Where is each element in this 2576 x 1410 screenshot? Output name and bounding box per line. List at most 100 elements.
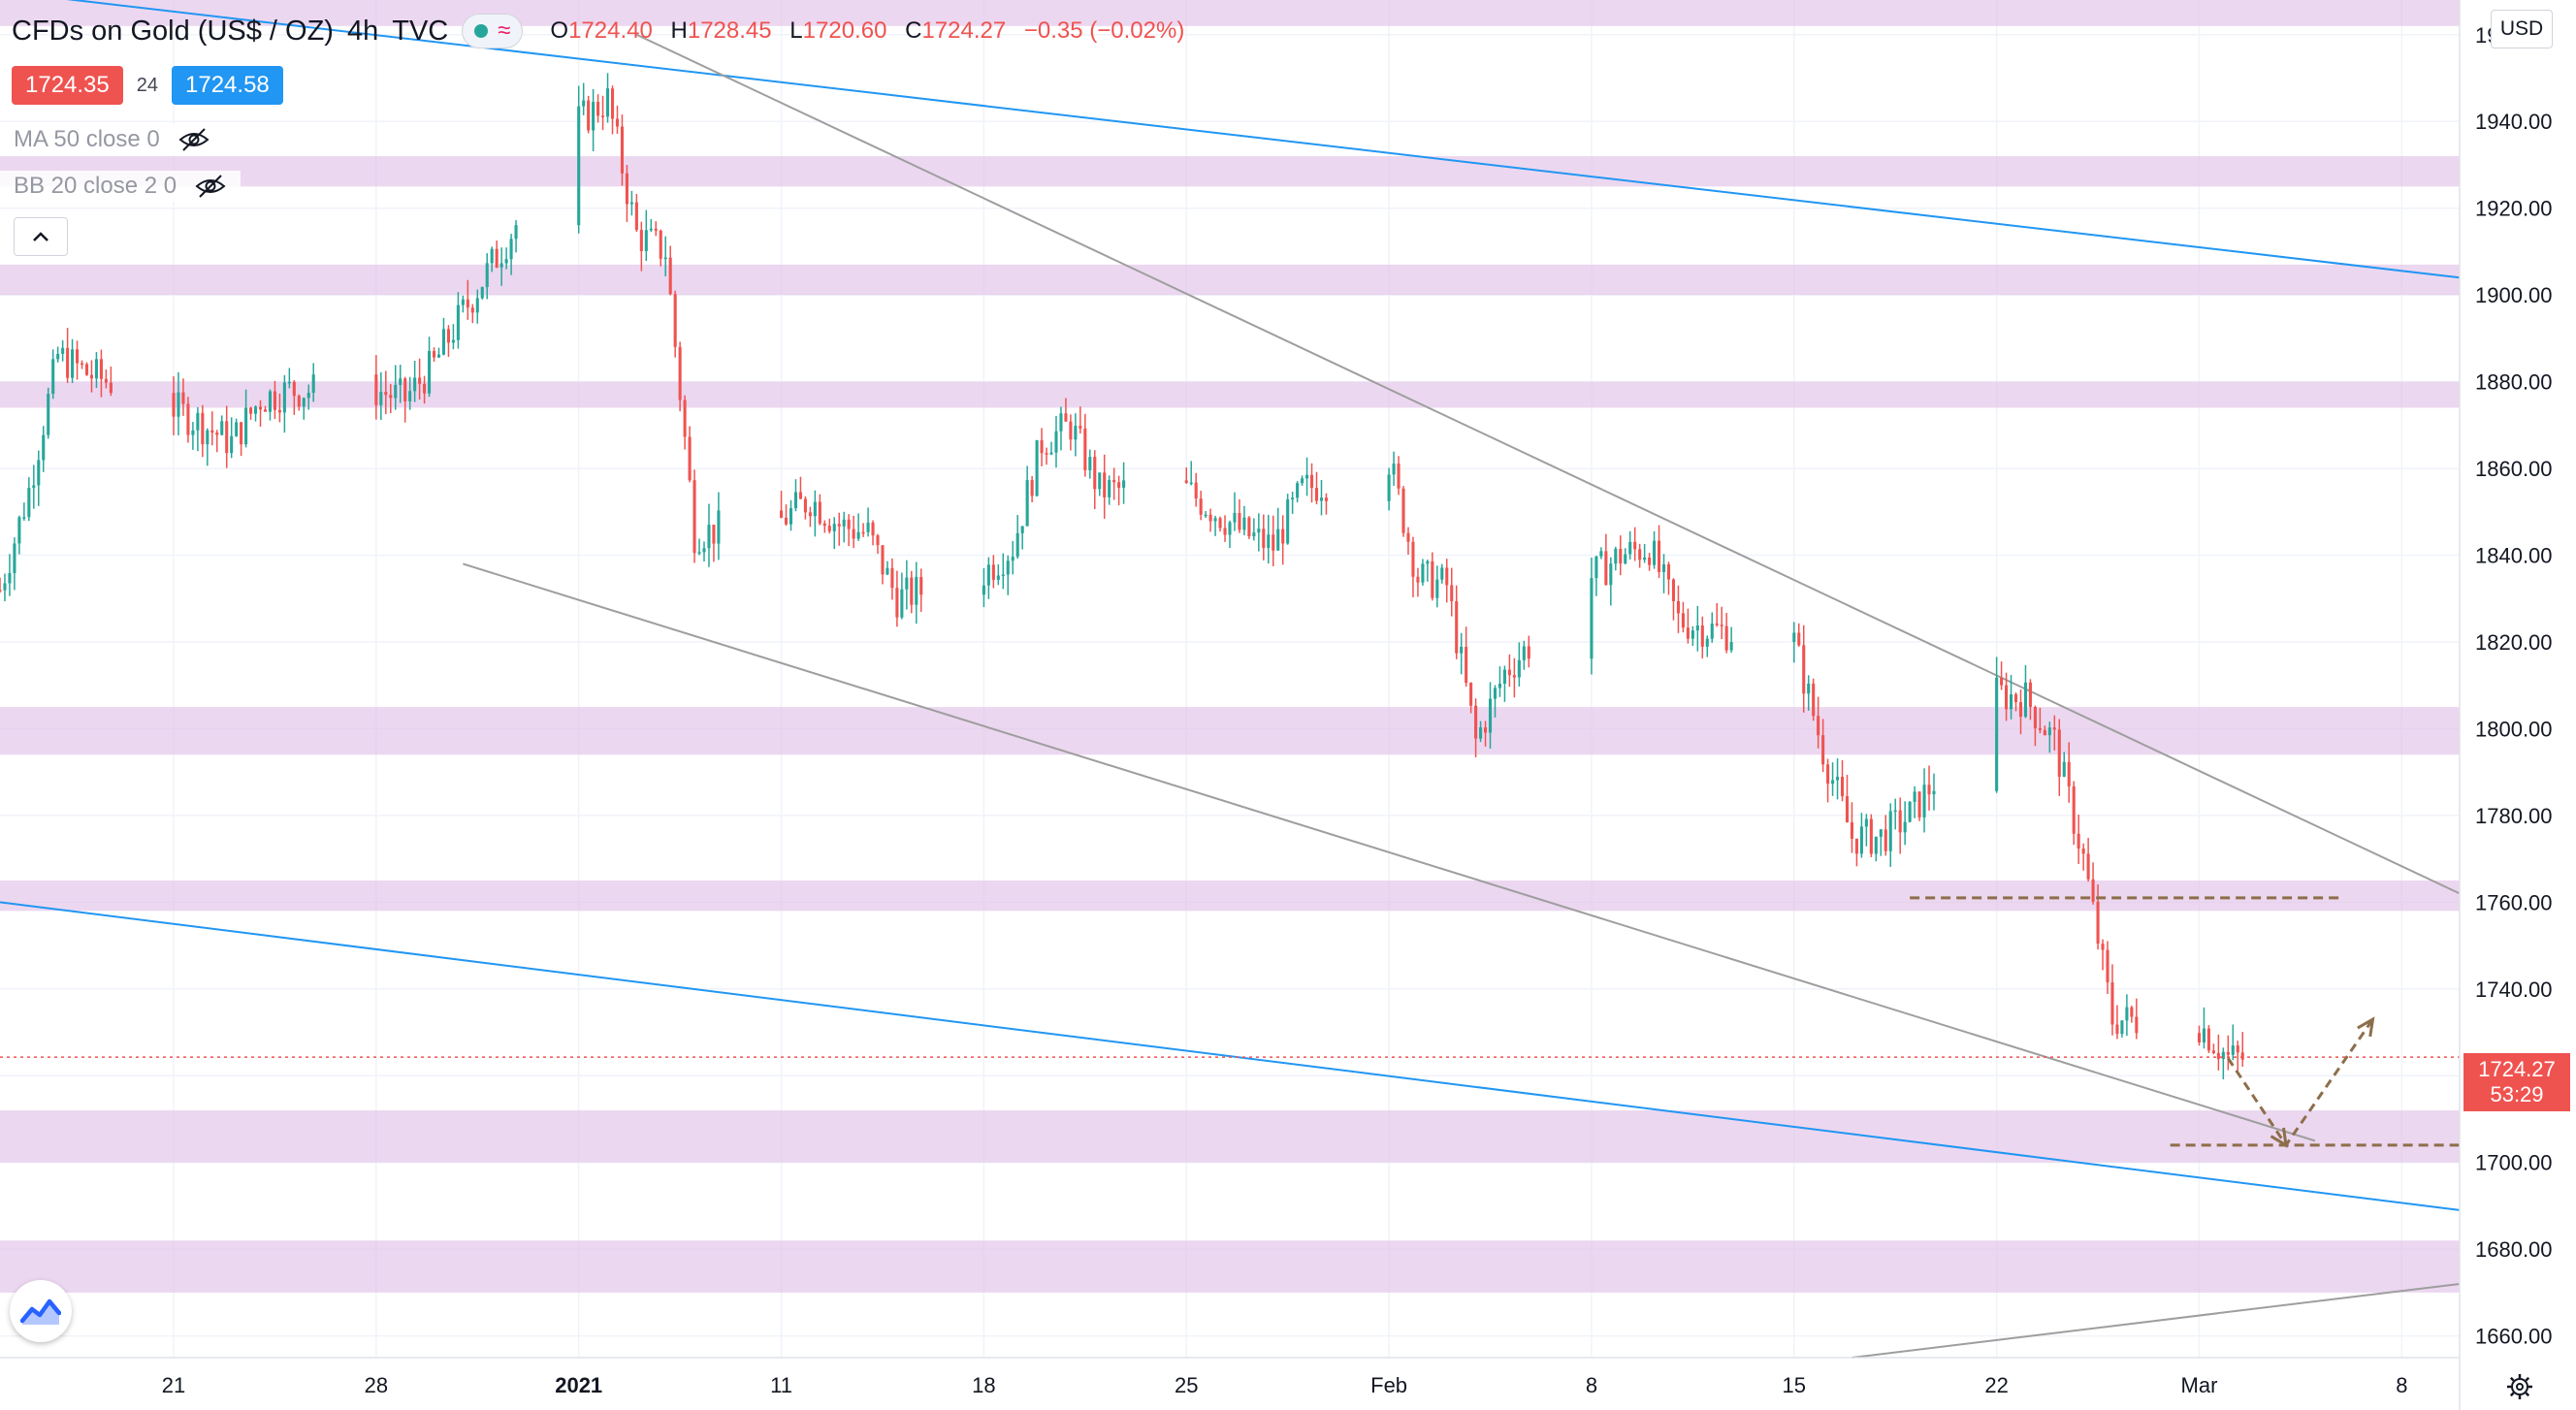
close-label: C [905, 17, 922, 44]
candle-body [842, 519, 846, 527]
y-tick-label: 1740.00 [2475, 977, 2553, 1002]
candle-body [47, 394, 50, 435]
candle-body [2033, 706, 2037, 728]
candle-body [1401, 488, 1405, 533]
candle-body [273, 391, 276, 410]
low-label: L [789, 17, 803, 44]
buy-button[interactable]: 1724.58 [172, 66, 283, 105]
low-value: 1720.60 [802, 17, 887, 44]
candle-body [1291, 497, 1295, 500]
candle-body [1262, 529, 1266, 548]
candle-body [1488, 698, 1493, 733]
candle-body [837, 524, 841, 527]
candle-body [2221, 1051, 2225, 1060]
currency-button[interactable]: USD [2491, 10, 2553, 48]
chart-legend[interactable]: CFDs on Gold (US$ / OZ) 4h TVC ≈ O1724.4… [12, 14, 1196, 48]
candle-body [1879, 829, 1883, 837]
levels[interactable] [0, 896, 2460, 1148]
candle-body [1286, 499, 1290, 544]
candle-body [71, 349, 75, 378]
candle-body [1035, 440, 1039, 497]
candle-body [374, 374, 378, 405]
collapse-legend-button[interactable] [14, 217, 68, 256]
candle-body [499, 263, 503, 268]
candle-body [1011, 557, 1014, 561]
candle-body [394, 384, 398, 399]
eye-off-icon[interactable] [194, 174, 227, 199]
projection-arrowhead-up [2357, 1016, 2375, 1038]
candle-body [592, 102, 596, 131]
candle-body [707, 525, 711, 549]
candle-body [485, 263, 489, 288]
eye-off-icon[interactable] [177, 127, 210, 152]
status-badge[interactable]: ≈ [462, 14, 524, 48]
candle-body [0, 590, 2, 592]
candle-body [2043, 729, 2046, 736]
candle-body [1648, 557, 1652, 565]
tradingview-logo[interactable] [10, 1280, 72, 1342]
indicator-ma[interactable]: MA 50 close 0 [0, 124, 224, 155]
candle-body [1208, 514, 1212, 522]
candle-body [282, 382, 286, 413]
candle-body [509, 239, 513, 260]
candle-body [702, 548, 706, 553]
candle-body [1850, 821, 1854, 839]
y-tick-label: 1780.00 [2475, 804, 2553, 828]
high-value: 1728.45 [687, 17, 772, 44]
candle-body [991, 564, 995, 580]
candle-body [818, 501, 821, 524]
indicator-bb-label: BB 20 close 2 0 [14, 173, 177, 199]
candle-body [620, 126, 625, 174]
indicator-bb[interactable]: BB 20 close 2 0 [0, 171, 242, 202]
y-tick-label: 1760.00 [2475, 890, 2553, 914]
high-label: H [670, 17, 688, 44]
candle-body [1653, 540, 1657, 565]
candle-body [1199, 498, 1203, 515]
trendline-blue-upper [66, 0, 2461, 279]
timeframe[interactable]: 4h [346, 15, 379, 47]
zone-band [0, 381, 2460, 408]
candle-body [1074, 426, 1078, 440]
candle-body [8, 572, 12, 584]
trendlines[interactable] [0, 0, 2461, 1359]
candle-body [886, 567, 889, 575]
candle-body [1507, 669, 1511, 676]
candle-body [56, 353, 60, 360]
candle-body [1450, 585, 1454, 602]
candle-body [2062, 761, 2066, 777]
x-tick-label: Mar [2181, 1373, 2218, 1397]
symbol-title[interactable]: CFDs on Gold (US$ / OZ) [12, 15, 334, 47]
candle-body [634, 202, 638, 231]
y-tick-label: 1700.00 [2475, 1151, 2553, 1175]
candle-body [1015, 532, 1019, 558]
candle-body [654, 228, 658, 231]
candle-body [470, 307, 474, 313]
candle-body [1392, 464, 1396, 475]
candle-body [225, 421, 229, 454]
candle-body [1117, 482, 1121, 488]
sell-button[interactable]: 1724.35 [12, 66, 123, 105]
candle-body [2047, 727, 2051, 736]
candle-body [277, 409, 281, 413]
candle-body [1122, 480, 1126, 488]
candle-body [780, 510, 784, 518]
candles [0, 73, 2244, 1080]
candle-body [104, 378, 108, 383]
candle-body [881, 545, 885, 575]
candle-body [1917, 791, 1921, 817]
candle-body [490, 248, 494, 264]
candle-body [625, 173, 628, 205]
candle-body [436, 354, 441, 358]
candle-body [399, 378, 402, 385]
settings-button[interactable] [2502, 1369, 2537, 1404]
candle-body [1995, 677, 1999, 791]
candle-body [1812, 683, 1816, 717]
zone-band [0, 880, 2460, 912]
candle-body [51, 359, 55, 395]
candle-body [1006, 561, 1010, 575]
candle-body [22, 517, 26, 519]
candle-body [1831, 780, 1835, 785]
candle-body [1059, 413, 1063, 432]
